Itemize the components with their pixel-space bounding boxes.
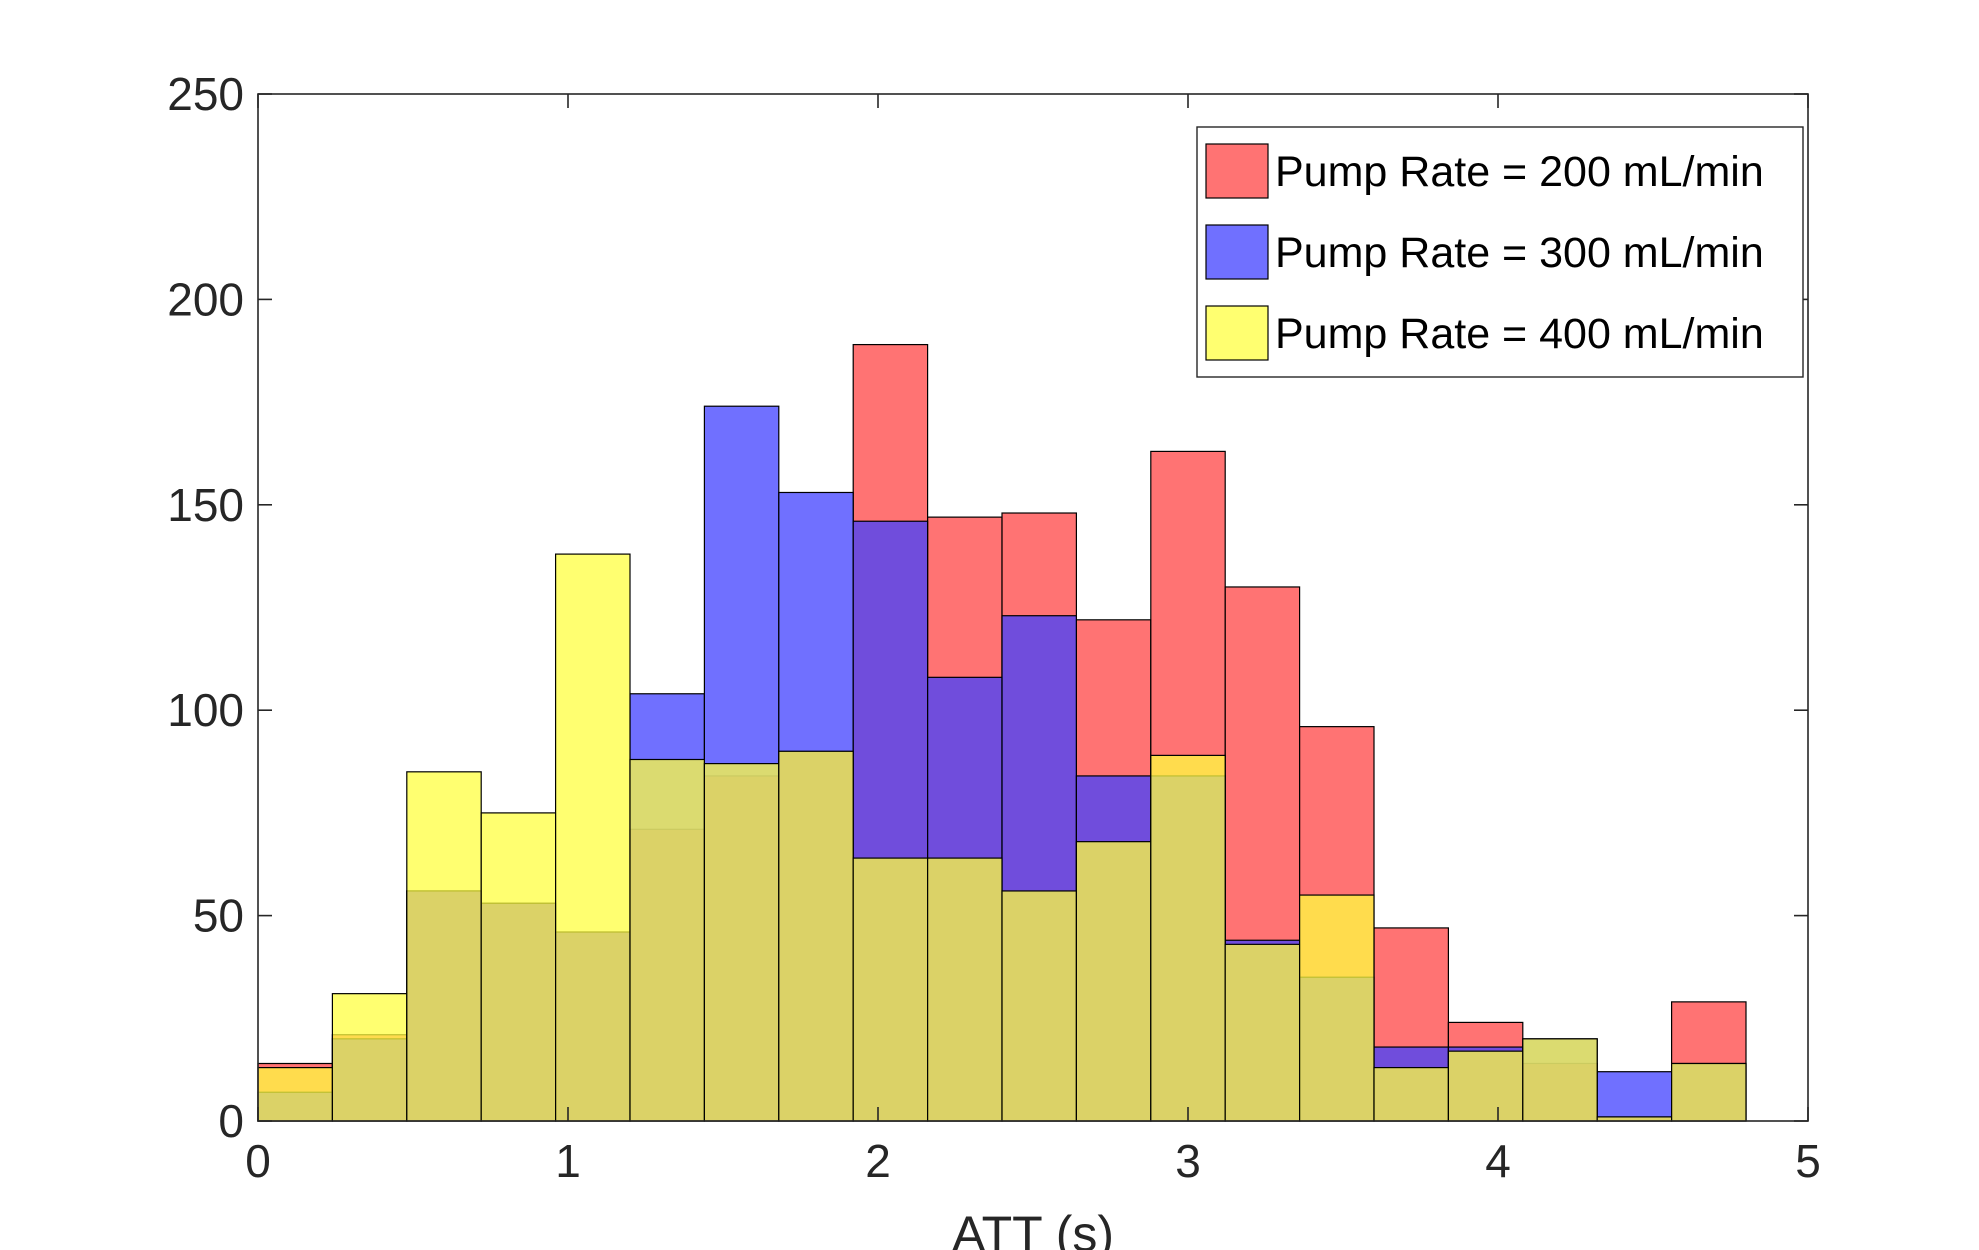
- bar-series-3-bin-10: [926, 857, 1003, 1122]
- bar-series-3-bin-4: [480, 812, 557, 1122]
- bar-series-3-bin-1: [257, 1066, 334, 1122]
- bar-series-3-bin-8: [778, 750, 854, 1122]
- bar-series-3-bin-7: [703, 763, 780, 1122]
- x-tick-label: 0: [245, 1135, 271, 1187]
- y-tick-label: 100: [167, 684, 244, 736]
- bar-series-3-bin-12: [1075, 841, 1152, 1122]
- y-tick-label: 0: [218, 1095, 244, 1147]
- legend: Pump Rate = 200 mL/min Pump Rate = 300 mL…: [1196, 126, 1804, 378]
- axes-layer: [257, 93, 1809, 1122]
- bar-series-3-bin-5: [554, 553, 631, 1122]
- bar-series-3-bin-16: [1373, 1066, 1450, 1122]
- legend-label-series-2: Pump Rate = 300 mL/min: [1275, 229, 1764, 277]
- bar-series-3-bin-18: [1522, 1038, 1598, 1122]
- legend-label-series-1: Pump Rate = 200 mL/min: [1275, 148, 1764, 196]
- bar-series-3-bin-6: [629, 758, 706, 1122]
- legend-label-series-3: Pump Rate = 400 mL/min: [1275, 310, 1764, 358]
- legend-swatch-series-3: [1205, 305, 1269, 361]
- bar-series-3-bin-13: [1150, 754, 1226, 1122]
- bar-series-3-bin-3: [406, 771, 482, 1122]
- series-3-bars: [257, 553, 1747, 1122]
- bar-series-3-bin-11: [1001, 890, 1078, 1122]
- x-tick-label: 3: [1175, 1135, 1201, 1187]
- x-axis-label: ATT (s): [952, 1206, 1114, 1250]
- x-tick-label: 2: [865, 1135, 891, 1187]
- y-tick-label: 250: [167, 68, 244, 120]
- bar-series-3-bin-20: [1670, 1062, 1747, 1122]
- bar-series-2-bin-19: [1596, 1071, 1673, 1122]
- legend-swatch-series-2: [1205, 224, 1269, 280]
- legend-box: [1196, 126, 1804, 378]
- bars-layer: [257, 343, 1747, 1122]
- x-tick-label: 5: [1795, 1135, 1821, 1187]
- plot-frame: [257, 93, 1809, 1122]
- bar-series-3-bin-17: [1447, 1050, 1524, 1122]
- y-tick-label: 200: [167, 273, 244, 325]
- x-tick-label: 1: [555, 1135, 581, 1187]
- bar-series-3-bin-14: [1224, 943, 1301, 1122]
- legend-swatch-series-1: [1205, 143, 1269, 199]
- bar-series-3-bin-9: [852, 857, 929, 1122]
- y-tick-label: 150: [167, 479, 244, 531]
- bar-series-3-bin-15: [1298, 894, 1375, 1122]
- x-tick-label: 4: [1485, 1135, 1511, 1187]
- y-tick-label: 50: [193, 890, 244, 942]
- bar-series-3-bin-2: [331, 993, 408, 1122]
